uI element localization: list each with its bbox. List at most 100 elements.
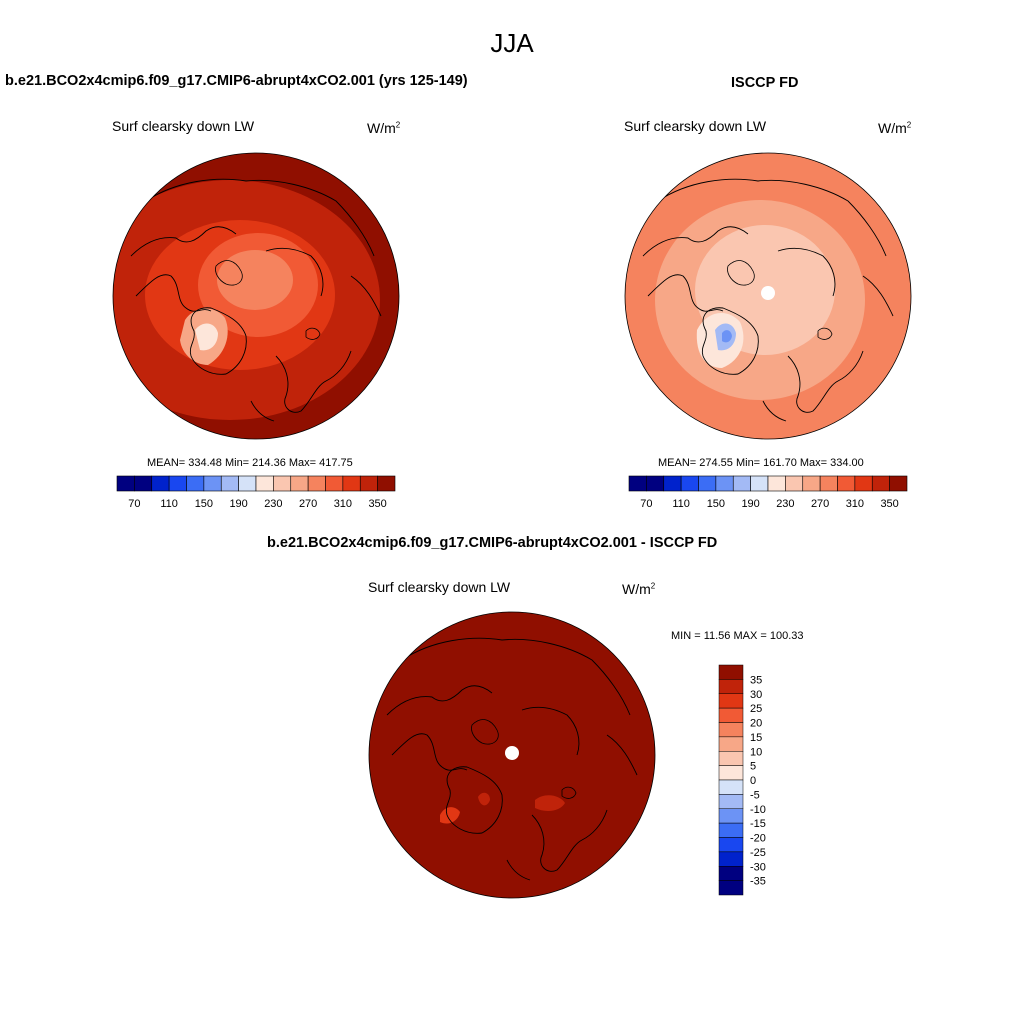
diff-colorbar-tick-label: 15 [750,732,762,744]
model-colorbar-tick-label: 230 [264,498,282,510]
diff-colorbar-box [718,822,744,838]
model-colorbar-box [290,475,309,492]
model-colorbar-tick-label: 110 [160,498,178,510]
diff-colorbar-tick-label: 35 [750,674,762,686]
model-colorbar-box [238,475,257,492]
diff-colorbar-box [718,707,744,723]
diff-polar-hole [505,746,519,760]
obs-colorbar-tick-label: 150 [707,498,725,510]
obs-colorbar-box [802,475,821,492]
obs-colorbar-box [837,475,856,492]
model-colorbar: 70 110 150 190 230 270 310 350 [116,475,396,510]
diff-colorbar-tick-label: 10 [750,746,762,758]
obs-colorbar-box [698,475,717,492]
obs-colorbar-box [871,475,890,492]
diff-colorbar-box [718,779,744,795]
obs-stats: MEAN= 274.55 Min= 161.70 Max= 334.00 [658,457,864,469]
model-colorbar-box [134,475,153,492]
diff-colorbar-box [718,736,744,752]
diff-stats: MIN = 11.56 MAX = 100.33 [671,630,804,642]
diff-colorbar-box [718,880,744,896]
model-colorbar-box [116,475,135,492]
model-colorbar-tick-label: 70 [128,498,140,510]
diff-colorbar-box [718,808,744,824]
diff-variable-label: Surf clearsky down LW [368,579,511,595]
obs-panel-title: ISCCP FD [731,75,799,91]
diff-map [368,611,656,899]
model-colorbar-box [325,475,344,492]
diff-colorbar-tick-label: 30 [750,689,762,701]
obs-units-label: W/m2 [878,120,912,136]
diff-colorbar-tick-label: 5 [750,761,756,773]
diff-units-label: W/m2 [622,581,656,597]
obs-colorbar-box [680,475,699,492]
model-units-label: W/m2 [367,120,401,136]
obs-colorbar-box [732,475,751,492]
diff-colorbar-tick-label: -35 [750,876,766,888]
model-colorbar-box [307,475,326,492]
model-colorbar-tick-label: 310 [334,498,352,510]
diff-colorbar-tick-label: -30 [750,861,766,873]
obs-polar-hole [761,286,775,300]
obs-colorbar-box [785,475,804,492]
model-stats: MEAN= 334.48 Min= 214.36 Max= 417.75 [147,457,353,469]
obs-colorbar-box [646,475,665,492]
obs-map [624,152,912,440]
diff-colorbar-box [718,866,744,881]
model-colorbar-tick-label: 190 [229,498,247,510]
model-colorbar-box [377,475,396,492]
obs-colorbar-tick-label: 190 [741,498,759,510]
model-colorbar-box [342,475,361,492]
obs-colorbar: 70 110 150 190 230 270 310 350 [628,475,908,510]
model-colorbar-box [151,475,170,492]
obs-colorbar-tick-label: 350 [880,498,898,510]
obs-colorbar-box [767,475,786,492]
diff-colorbar-tick-label: 0 [750,775,756,787]
diff-colorbar-box [718,851,744,867]
obs-variable-label: Surf clearsky down LW [624,118,767,134]
obs-colorbar-box [715,475,734,492]
diff-colorbar-tick-label: -25 [750,847,766,859]
diff-colorbar-tick-label: -20 [750,833,766,845]
obs-colorbar-tick-label: 70 [640,498,652,510]
model-colorbar-box [220,475,239,492]
diff-colorbar-tick-label: 20 [750,718,762,730]
model-colorbar-box [168,475,187,492]
obs-colorbar-box [628,475,647,492]
diff-colorbar-box [718,751,744,766]
diff-colorbar-box [718,679,744,694]
main-title: JJA [490,28,534,58]
obs-colorbar-box [854,475,873,492]
obs-colorbar-tick-label: 270 [811,498,829,510]
diff-panel-title: b.e21.BCO2x4cmip6.f09_g17.CMIP6-abrupt4x… [267,535,718,551]
model-colorbar-box [359,475,378,492]
diff-colorbar-box [718,693,744,709]
diff-colorbar-box [718,837,744,853]
obs-colorbar-box [889,475,908,492]
model-map [112,152,400,440]
model-colorbar-box [255,475,274,492]
obs-colorbar-box [750,475,769,492]
obs-colorbar-tick-label: 230 [776,498,794,510]
diff-colorbar-tick-label: -10 [750,804,766,816]
model-colorbar-tick-label: 350 [368,498,386,510]
diff-colorbar-tick-label: -15 [750,818,766,830]
diff-colorbar-box [718,722,744,738]
model-variable-label: Surf clearsky down LW [112,118,255,134]
diff-colorbar-tick-label: -5 [750,789,760,801]
diff-colorbar-tick-label: 25 [750,703,762,715]
diff-colorbar-box [718,664,744,680]
diff-colorbar-box [718,794,744,809]
diff-colorbar: 35 30 25 20 15 10 5 0 -5 -10 -15 -20 -25 -30 -35 [718,664,766,896]
model-panel-title: b.e21.BCO2x4cmip6.f09_g17.CMIP6-abrupt4x… [5,73,468,89]
obs-colorbar-box [819,475,838,492]
model-colorbar-box [203,475,222,492]
obs-colorbar-tick-label: 310 [846,498,864,510]
diff-colorbar-box [718,765,744,781]
model-colorbar-box [273,475,292,492]
model-colorbar-tick-label: 270 [299,498,317,510]
model-colorbar-tick-label: 150 [195,498,213,510]
model-colorbar-box [186,475,205,492]
obs-colorbar-tick-label: 110 [672,498,690,510]
